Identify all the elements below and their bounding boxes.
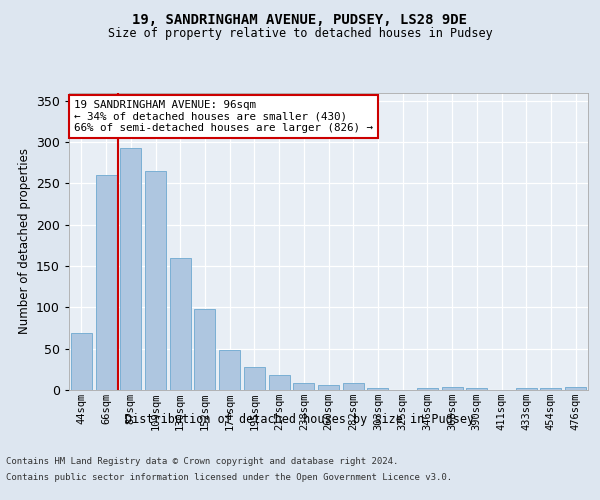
Bar xyxy=(219,350,240,390)
Bar xyxy=(194,309,215,390)
Bar xyxy=(442,386,463,390)
Bar xyxy=(541,388,562,390)
Bar xyxy=(466,388,487,390)
Bar xyxy=(120,148,141,390)
Bar xyxy=(145,171,166,390)
Bar xyxy=(417,388,438,390)
Bar xyxy=(293,382,314,390)
Bar xyxy=(516,388,537,390)
Bar xyxy=(367,388,388,390)
Bar xyxy=(565,386,586,390)
Text: Contains public sector information licensed under the Open Government Licence v3: Contains public sector information licen… xyxy=(6,472,452,482)
Text: 19 SANDRINGHAM AVENUE: 96sqm
← 34% of detached houses are smaller (430)
66% of s: 19 SANDRINGHAM AVENUE: 96sqm ← 34% of de… xyxy=(74,100,373,133)
Bar xyxy=(318,385,339,390)
Bar xyxy=(269,375,290,390)
Text: Size of property relative to detached houses in Pudsey: Size of property relative to detached ho… xyxy=(107,28,493,40)
Bar xyxy=(343,384,364,390)
Bar xyxy=(95,175,116,390)
Bar xyxy=(244,367,265,390)
Bar xyxy=(170,258,191,390)
Text: Distribution of detached houses by size in Pudsey: Distribution of detached houses by size … xyxy=(125,412,475,426)
Text: 19, SANDRINGHAM AVENUE, PUDSEY, LS28 9DE: 19, SANDRINGHAM AVENUE, PUDSEY, LS28 9DE xyxy=(133,12,467,26)
Y-axis label: Number of detached properties: Number of detached properties xyxy=(17,148,31,334)
Bar xyxy=(71,333,92,390)
Text: Contains HM Land Registry data © Crown copyright and database right 2024.: Contains HM Land Registry data © Crown c… xyxy=(6,458,398,466)
